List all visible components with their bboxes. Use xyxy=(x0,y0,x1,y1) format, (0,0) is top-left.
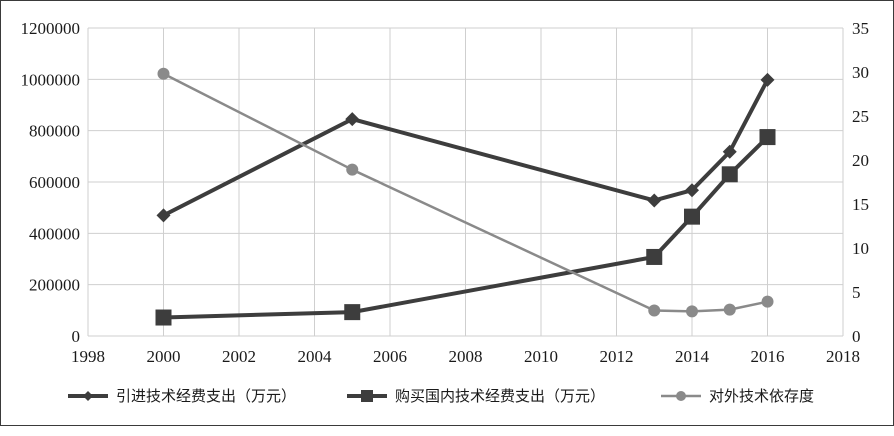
x-tick-label: 2006 xyxy=(373,347,407,366)
diamond-marker xyxy=(647,193,662,208)
square-marker xyxy=(646,248,663,265)
y-left-tick-label: 800000 xyxy=(29,122,80,141)
y-right-tick-label: 25 xyxy=(852,107,869,126)
legend-item: 对外技术依存度 xyxy=(661,387,814,405)
circle-marker xyxy=(157,67,170,80)
y-left-tick-label: 200000 xyxy=(29,276,80,295)
square-marker xyxy=(759,129,776,146)
circle-marker xyxy=(761,295,774,308)
y-left-tick-label: 0 xyxy=(72,327,81,346)
y-left-tick-label: 1200000 xyxy=(21,19,81,38)
circle-marker xyxy=(676,391,686,401)
diamond-marker xyxy=(760,72,775,87)
series-line xyxy=(162,78,770,218)
y-left-tick-label: 1000000 xyxy=(21,70,81,89)
legend-item: 购买国内技术经费支出（万元） xyxy=(347,387,605,405)
diamond-marker xyxy=(156,208,171,223)
x-tick-label: 2004 xyxy=(298,347,333,366)
y-right-tick-label: 20 xyxy=(852,151,869,170)
y-left-tick-label: 400000 xyxy=(29,224,80,243)
diamond-marker xyxy=(83,391,93,401)
series-group xyxy=(156,72,775,223)
square-marker xyxy=(344,304,361,321)
x-tick-label: 2014 xyxy=(675,347,710,366)
x-tick-label: 1998 xyxy=(71,347,105,366)
legend-item: 引进技术经费支出（万元） xyxy=(68,387,296,405)
square-marker xyxy=(721,166,738,183)
circle-marker xyxy=(723,303,736,316)
y-right-tick-label: 10 xyxy=(852,239,869,258)
x-tick-label: 2012 xyxy=(600,347,634,366)
x-tick-label: 2016 xyxy=(751,347,785,366)
x-tick-label: 2018 xyxy=(826,347,860,366)
legend-label: 对外技术依存度 xyxy=(709,387,814,405)
x-tick-label: 2008 xyxy=(449,347,483,366)
circle-marker xyxy=(648,304,661,317)
y-right-tick-label: 15 xyxy=(852,195,869,214)
x-tick-label: 2000 xyxy=(147,347,181,366)
series-group xyxy=(155,129,776,326)
legend-label: 引进技术经费支出（万元） xyxy=(116,387,296,405)
y-left-tick-label: 600000 xyxy=(29,173,80,192)
axes: 0 200000 400000 600000 800000 1000000 1200000 0… xyxy=(21,19,870,366)
circle-marker xyxy=(346,163,359,176)
square-marker xyxy=(361,390,373,402)
y-right-tick-label: 0 xyxy=(852,327,861,346)
square-marker xyxy=(684,208,700,225)
legend-label: 购买国内技术经费支出（万元） xyxy=(395,387,605,405)
square-marker xyxy=(155,309,172,326)
x-tick-label: 2002 xyxy=(222,347,256,366)
y-right-tick-label: 30 xyxy=(852,63,869,82)
diamond-marker xyxy=(685,183,699,198)
series-group xyxy=(157,67,774,318)
diamond-marker xyxy=(345,112,360,127)
series xyxy=(155,67,776,326)
series-line xyxy=(162,72,768,313)
y-right-tick-label: 5 xyxy=(852,283,861,302)
circle-marker xyxy=(686,305,698,318)
x-tick-label: 2010 xyxy=(524,347,558,366)
legend: 引进技术经费支出（万元） 购买国内技术经费支出（万元） 对外技术依存度 xyxy=(68,387,814,405)
diamond-marker xyxy=(722,144,737,159)
y-right-tick-label: 35 xyxy=(852,19,869,38)
